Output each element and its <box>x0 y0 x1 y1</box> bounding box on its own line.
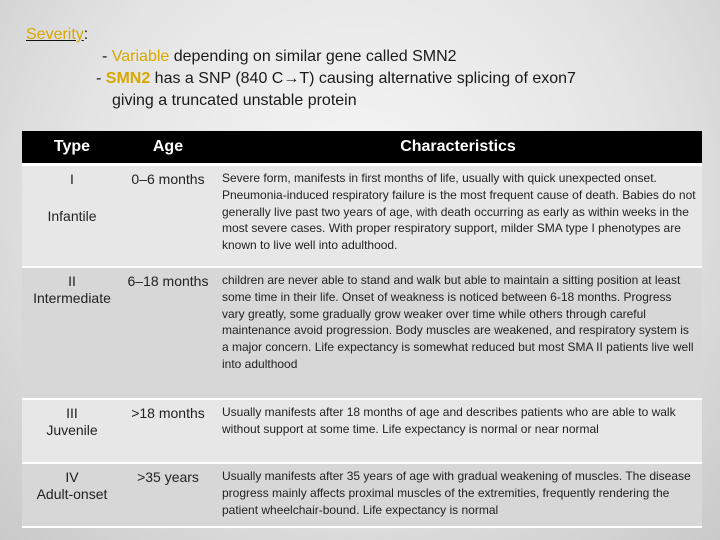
type-cell: I Infantile <box>22 164 122 268</box>
severity-label: Severity <box>26 26 84 43</box>
line1-prefix: - <box>102 48 112 65</box>
type-cell: IV Adult-onset <box>22 463 122 528</box>
age-cell: 0–6 months <box>122 164 214 268</box>
line2-rest: has a SNP (840 C→T) causing alternative … <box>150 70 576 87</box>
column-header-characteristics: Characteristics <box>214 131 702 166</box>
type-name: Juvenile <box>46 422 98 438</box>
table-row: I Infantile 0–6 months Severe form, mani… <box>22 164 702 268</box>
characteristics-cell: Usually manifests after 18 months of age… <box>214 399 702 464</box>
sma-types-table: Type Age Characteristics I Infantile 0–6… <box>22 131 702 528</box>
column-header-age: Age <box>122 131 214 166</box>
type-number: III <box>66 405 78 421</box>
age-cell: >18 months <box>122 399 214 464</box>
type-number: II <box>68 273 76 289</box>
table-row: III Juvenile >18 months Usually manifest… <box>22 399 702 464</box>
type-name: Infantile <box>47 208 97 224</box>
type-name: Adult-onset <box>36 486 108 502</box>
line2-prefix: - <box>96 70 106 87</box>
characteristics-cell: Usually manifests after 35 years of age … <box>214 463 702 528</box>
type-cell: III Juvenile <box>22 399 122 464</box>
severity-line-2: - SMN2 has a SNP (840 C→T) causing alter… <box>26 68 576 90</box>
table-row: IV Adult-onset >35 years Usually manifes… <box>22 463 702 528</box>
characteristics-cell: Severe form, manifests in first months o… <box>214 164 702 268</box>
age-cell: 6–18 months <box>122 267 214 400</box>
severity-line-3: giving a truncated unstable protein <box>112 92 357 109</box>
column-header-type: Type <box>22 131 122 166</box>
type-number: IV <box>65 469 79 485</box>
table-row: II Intermediate 6–18 months children are… <box>22 267 702 400</box>
characteristics-cell: children are never able to stand and wal… <box>214 267 702 400</box>
severity-word: Severity <box>26 26 84 43</box>
line2-keyword: SMN2 <box>105 70 151 87</box>
severity-colon: : <box>83 26 89 43</box>
severity-header: Severity: - Variable depending on simila… <box>26 24 576 112</box>
type-name: Intermediate <box>33 290 111 306</box>
line1-rest: depending on similar gene called SMN2 <box>169 48 457 65</box>
table-header-row: Type Age Characteristics <box>22 131 702 166</box>
type-cell: II Intermediate <box>22 267 122 400</box>
type-number: I <box>70 171 74 187</box>
line1-keyword: Variable <box>111 48 170 65</box>
age-cell: >35 years <box>122 463 214 528</box>
severity-line-1: - Variable depending on similar gene cal… <box>26 46 576 68</box>
severity-title: Severity: <box>26 24 576 46</box>
